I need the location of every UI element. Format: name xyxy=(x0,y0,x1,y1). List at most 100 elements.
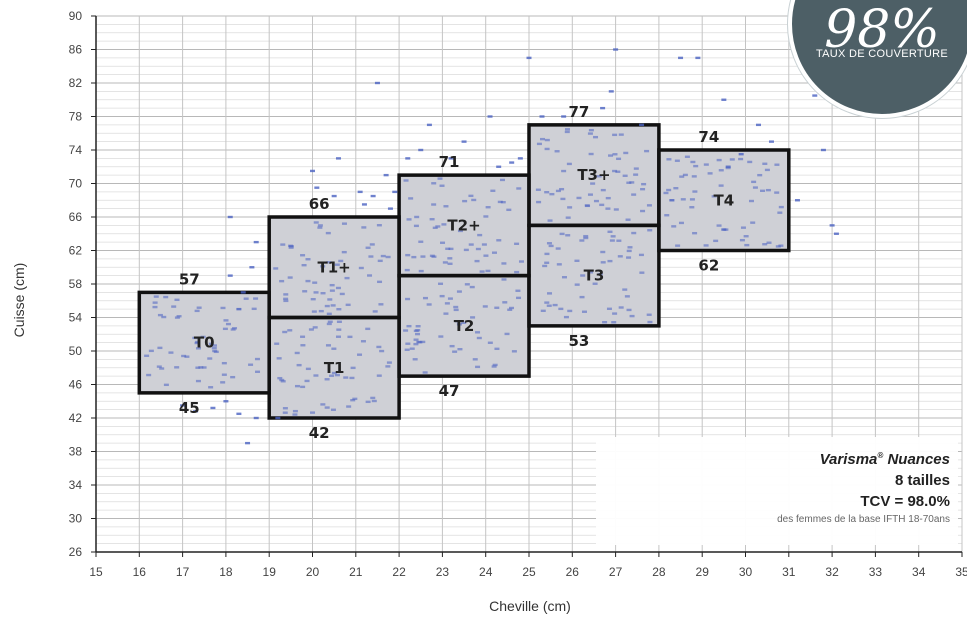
data-point xyxy=(275,416,281,420)
bound-label: 71 xyxy=(439,153,460,171)
data-point xyxy=(358,266,364,270)
data-point xyxy=(279,378,285,382)
data-point xyxy=(276,357,282,360)
data-point xyxy=(171,305,177,308)
tcv-value: TCV = 98.0% xyxy=(860,493,950,510)
data-point xyxy=(311,310,317,313)
data-point xyxy=(343,376,349,379)
data-point xyxy=(600,106,606,110)
data-point xyxy=(600,188,606,192)
data-point xyxy=(774,191,780,194)
data-point xyxy=(647,229,653,232)
data-point xyxy=(380,254,386,258)
data-point xyxy=(592,282,598,285)
data-point xyxy=(747,160,753,164)
data-point xyxy=(313,291,319,294)
x-tick-label: 33 xyxy=(869,565,883,579)
data-point xyxy=(282,411,288,414)
data-point xyxy=(372,310,378,313)
data-point xyxy=(457,348,463,351)
data-point xyxy=(833,232,839,235)
coverage-value: 98% xyxy=(824,0,940,60)
data-point xyxy=(762,162,768,165)
data-point xyxy=(320,292,326,295)
size-box-fill-t1 xyxy=(269,317,400,418)
data-point xyxy=(555,247,561,250)
bound-label: 77 xyxy=(569,103,590,121)
data-point xyxy=(501,278,507,281)
data-point xyxy=(588,128,594,132)
data-point xyxy=(583,236,589,240)
data-point xyxy=(437,177,443,180)
coverage-badge: 98% TAUX DE COUVERTURE xyxy=(788,0,967,118)
data-point xyxy=(220,381,226,384)
data-point xyxy=(629,181,635,184)
data-point xyxy=(415,325,421,328)
data-point xyxy=(507,308,513,311)
data-point xyxy=(463,248,469,252)
y-tick-label: 58 xyxy=(69,277,83,291)
data-point xyxy=(386,361,392,364)
data-point xyxy=(483,215,489,218)
data-point xyxy=(208,386,214,389)
data-point xyxy=(718,184,724,187)
data-point xyxy=(777,211,783,214)
data-point xyxy=(633,173,639,176)
size-label-t2-plus: T2+ xyxy=(447,216,480,234)
data-point xyxy=(721,98,727,101)
data-point xyxy=(812,94,818,97)
data-point xyxy=(310,411,316,414)
data-point xyxy=(487,115,493,118)
data-point xyxy=(146,373,152,377)
data-point xyxy=(245,441,251,445)
data-point xyxy=(469,285,475,289)
y-tick-label: 26 xyxy=(69,545,83,559)
data-point xyxy=(168,351,174,354)
size-label-t4: T4 xyxy=(714,191,735,209)
data-point xyxy=(561,169,567,173)
data-point xyxy=(324,406,330,409)
data-point xyxy=(253,240,259,244)
data-point xyxy=(415,332,421,336)
data-point xyxy=(365,327,371,331)
data-point xyxy=(352,397,358,401)
data-point xyxy=(429,218,435,221)
data-point xyxy=(584,204,590,207)
brand-mark: ® xyxy=(877,451,884,460)
data-point xyxy=(153,295,159,298)
data-point xyxy=(253,297,259,300)
data-point xyxy=(502,301,508,304)
data-point xyxy=(408,197,414,200)
x-tick-label: 34 xyxy=(912,565,926,579)
x-tick-label: 26 xyxy=(566,565,580,579)
data-point xyxy=(517,157,523,160)
data-point xyxy=(161,315,167,319)
data-point xyxy=(405,297,411,301)
data-point xyxy=(631,231,637,235)
data-point xyxy=(441,223,447,226)
data-point xyxy=(544,261,550,264)
data-point xyxy=(647,320,653,324)
data-point xyxy=(678,221,684,225)
data-point xyxy=(210,406,216,410)
data-point xyxy=(376,345,382,349)
data-point xyxy=(766,241,772,244)
data-point xyxy=(273,267,279,270)
data-point xyxy=(703,244,709,247)
data-point xyxy=(631,193,637,196)
brand-text: Varisma xyxy=(819,451,878,468)
bound-label: 74 xyxy=(698,128,719,146)
data-point xyxy=(764,168,770,172)
data-point xyxy=(194,309,200,313)
data-point xyxy=(587,132,593,135)
data-point xyxy=(479,270,485,273)
data-point xyxy=(418,148,424,152)
data-point xyxy=(280,380,286,383)
data-point xyxy=(664,214,670,217)
data-point xyxy=(357,353,363,356)
y-tick-label: 66 xyxy=(69,210,83,224)
data-point xyxy=(544,191,550,194)
data-point xyxy=(692,190,698,193)
data-point xyxy=(223,400,229,403)
size-box-fill-t2 xyxy=(399,275,529,377)
